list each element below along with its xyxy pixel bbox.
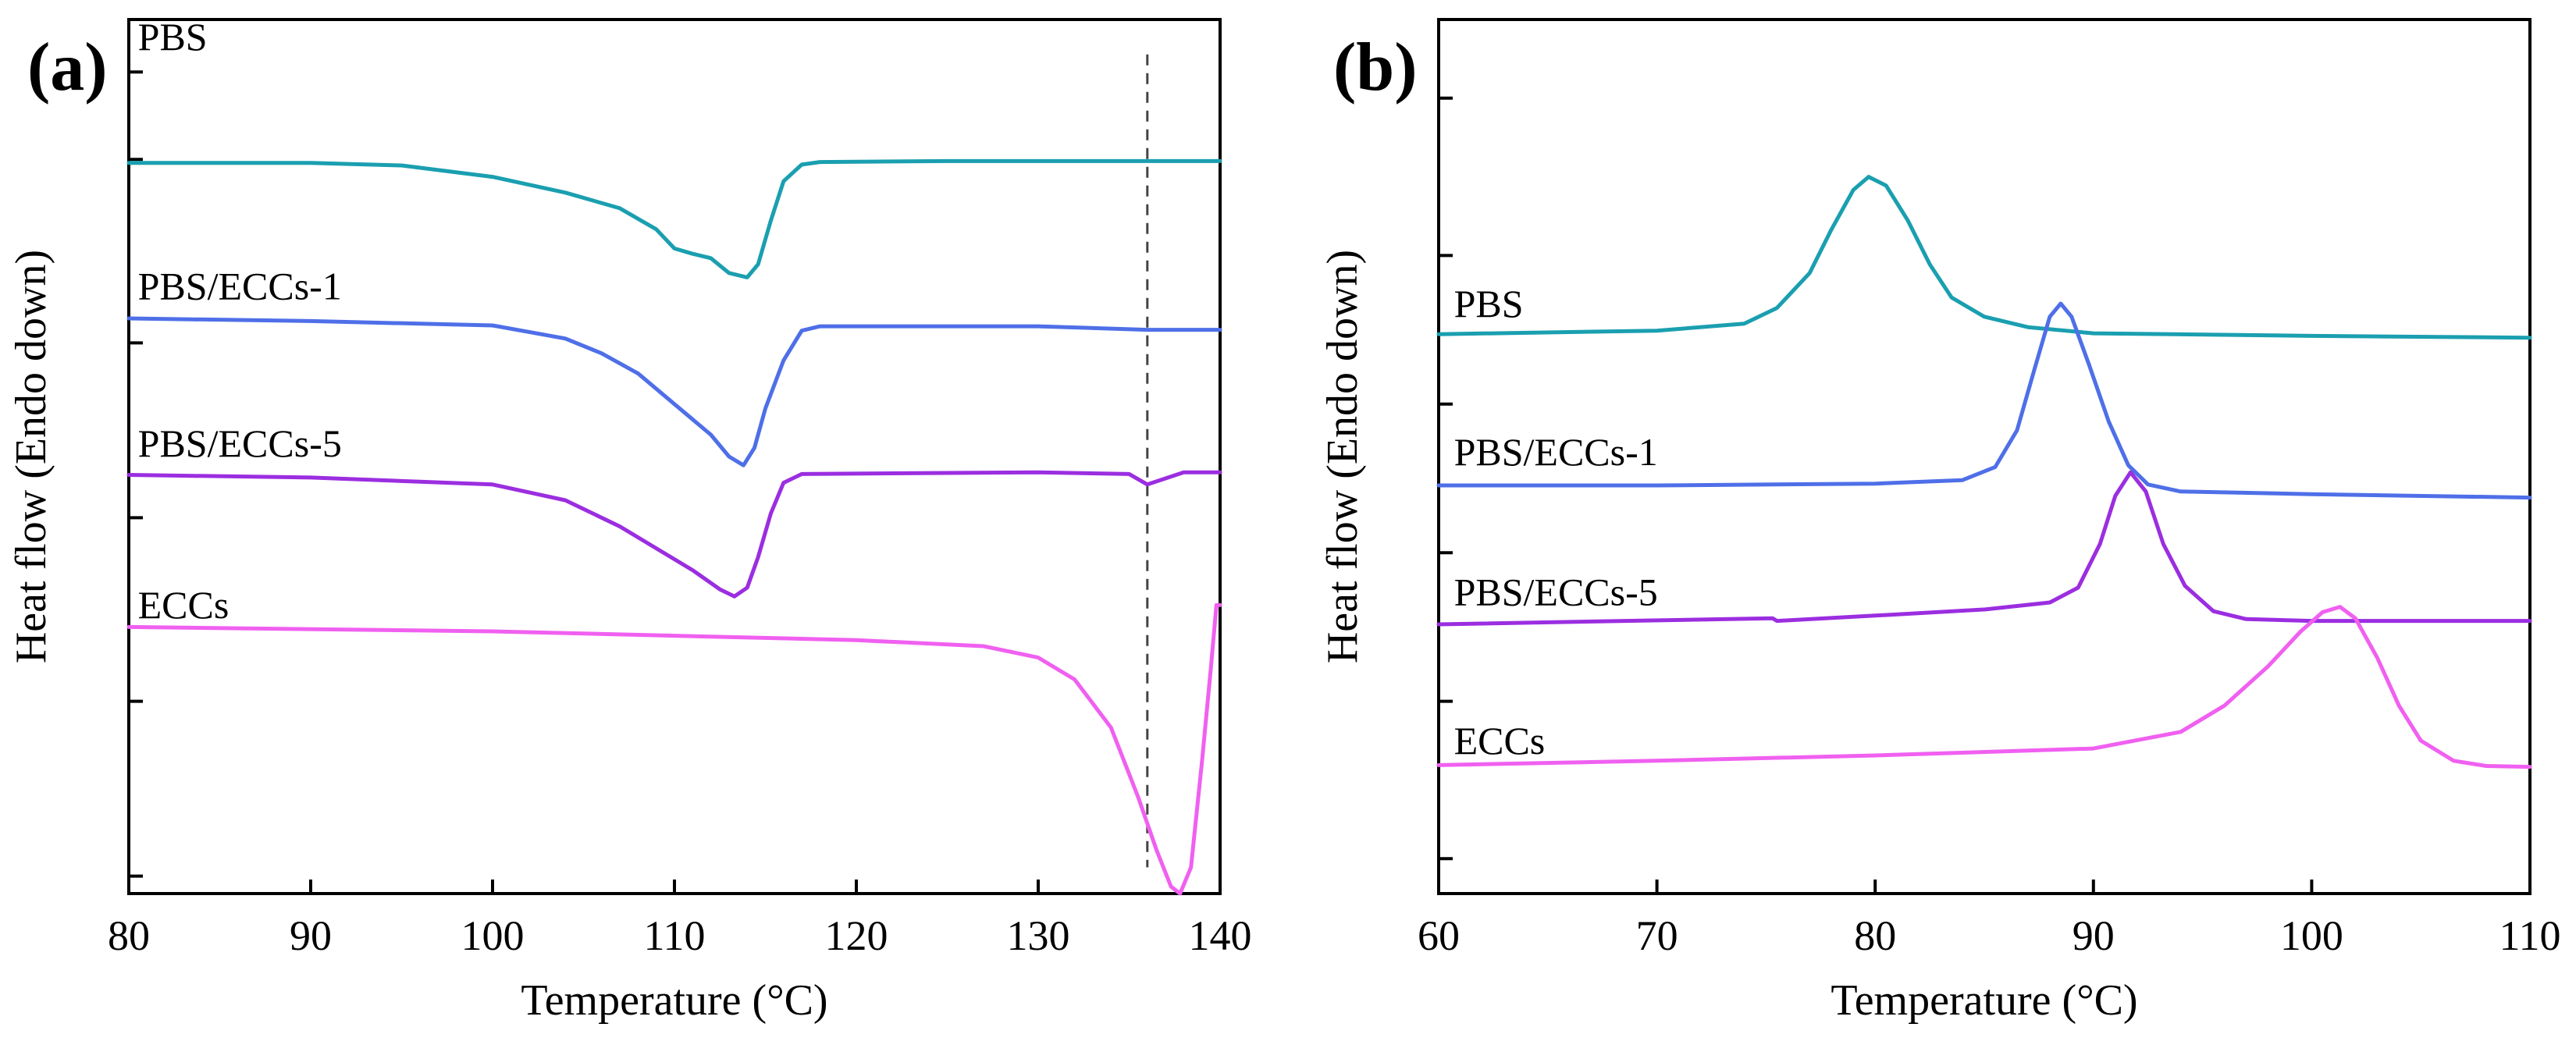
panel-a-x-tick-label-140: 140 bbox=[1189, 912, 1252, 959]
panel-a-x-tick-label-120: 120 bbox=[825, 912, 888, 959]
panel-a-series-eccs-line bbox=[126, 602, 1222, 896]
panel-b-x-tick-label-100: 100 bbox=[2280, 912, 2343, 959]
panel-b-x-tick-label-80: 80 bbox=[1854, 912, 1896, 959]
panel-b-x-axis-title: Temperature (°C) bbox=[1831, 976, 2137, 1025]
panel-a-x-tick-label-130: 130 bbox=[1007, 912, 1070, 959]
panel-b-x-tick-label-110: 110 bbox=[2500, 912, 2561, 959]
panel-b-plot-frame bbox=[1437, 18, 2532, 895]
panel-b-series-eccs-line bbox=[1436, 605, 2532, 769]
panel-a-series-pbs-eccs-1-label: PBS/ECCs-1 bbox=[138, 264, 342, 307]
panel-a-label: (a) bbox=[27, 30, 108, 105]
panel-b-series-eccs-label: ECCs bbox=[1454, 719, 1546, 762]
panel-b-label: (b) bbox=[1333, 30, 1418, 105]
panel-a-series-pbs-eccs-5-line bbox=[126, 470, 1222, 599]
panel-b-series-pbs-eccs-1-line bbox=[1436, 301, 2532, 500]
panel-b-x-tick-label-70: 70 bbox=[1636, 912, 1678, 959]
panel-b-series-pbs-label: PBS bbox=[1454, 282, 1524, 325]
panel-b-series-pbs-eccs-5-line bbox=[1436, 470, 2532, 627]
panel-a-series-pbs-eccs-1-line bbox=[126, 316, 1222, 467]
panel-b-x-tick-label-60: 60 bbox=[1418, 912, 1460, 959]
panel-a-x-tick-label-80: 80 bbox=[108, 912, 150, 959]
panel-a-x-tick-label-100: 100 bbox=[461, 912, 525, 959]
panel-a-series-eccs-label: ECCs bbox=[138, 583, 229, 627]
panel-b-y-axis-title: Heat flow (Endo down) bbox=[1318, 250, 1367, 663]
panel-a-series-pbs-label: PBS bbox=[138, 15, 208, 59]
panel-b-chart: 60 70 80 90 100 110 PBS PBS/ECCs-1 PBS/ECCs-5 EC… bbox=[1318, 18, 2561, 1025]
panel-a-series-pbs-line bbox=[126, 158, 1222, 279]
panel-a-y-axis-title: Heat flow (Endo down) bbox=[7, 250, 55, 663]
panel-b-series-pbs-line bbox=[1436, 175, 2532, 340]
panel-a-x-tick-label-90: 90 bbox=[290, 912, 332, 959]
panel-a-x-tick-label-110: 110 bbox=[644, 912, 706, 959]
panel-a-series-pbs-eccs-5-label: PBS/ECCs-5 bbox=[138, 421, 342, 465]
panel-a-x-axis-title: Temperature (°C) bbox=[521, 976, 827, 1025]
panel-b-series-pbs-eccs-5-label: PBS/ECCs-5 bbox=[1454, 570, 1658, 613]
panel-a-chart: 80 90 100 110 120 130 140 PBS PBS/ECCs-1 PBS/ECC… bbox=[7, 15, 1252, 1025]
panel-b-series-pbs-eccs-1-label: PBS/ECCs-1 bbox=[1454, 430, 1658, 474]
panel-b-x-tick-label-90: 90 bbox=[2073, 912, 2115, 959]
